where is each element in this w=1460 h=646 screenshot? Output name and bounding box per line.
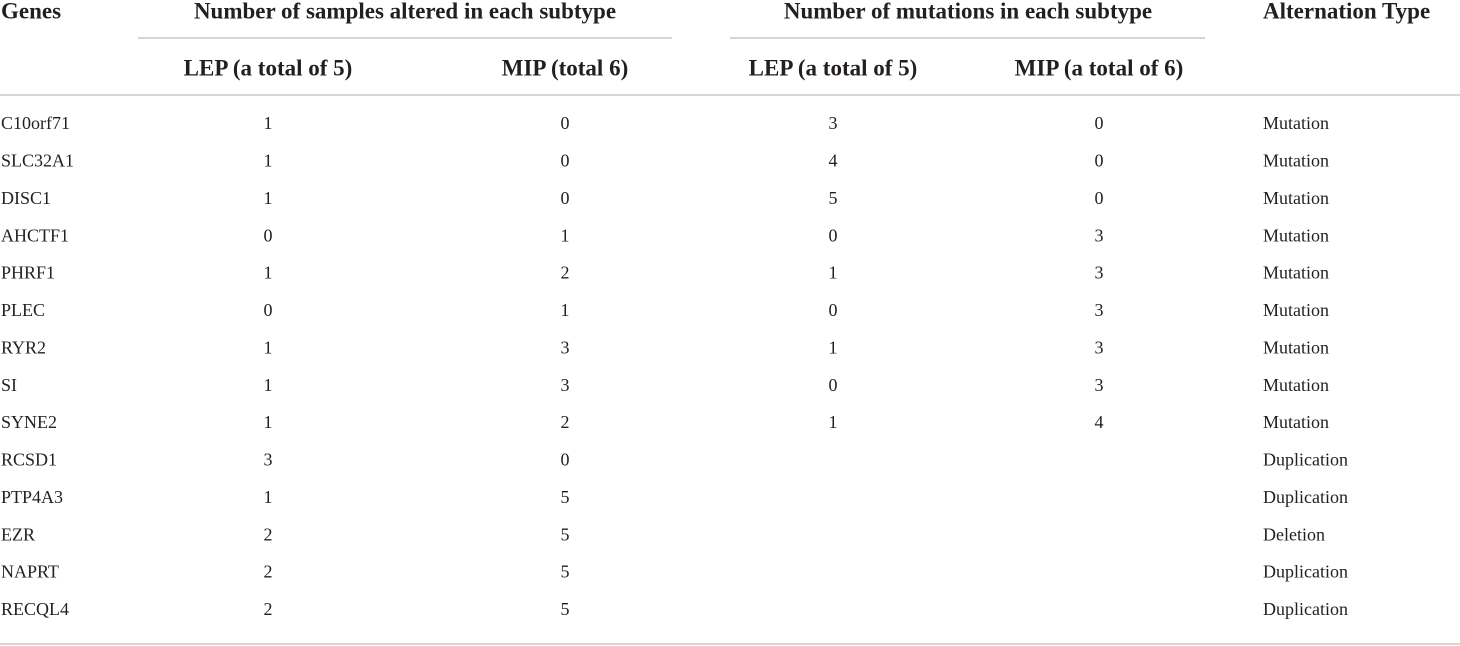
gene-name: SLC32A1 xyxy=(1,151,74,171)
count-cell: 4 xyxy=(829,151,838,171)
count-cell: 3 xyxy=(1095,225,1104,245)
count-cell: 0 xyxy=(1095,188,1104,208)
alteration-type: Deletion xyxy=(1263,524,1325,544)
count-cell: 1 xyxy=(264,113,273,133)
column-header: LEP (a total of 5) xyxy=(749,55,918,80)
alteration-type: Duplication xyxy=(1263,450,1348,470)
count-cell: 1 xyxy=(264,375,273,395)
count-cell: 3 xyxy=(829,113,838,133)
alteration-type: Mutation xyxy=(1263,300,1329,320)
alteration-type: Mutation xyxy=(1263,412,1329,432)
header-type: Alternation Type xyxy=(1263,0,1430,23)
count-cell: 1 xyxy=(264,337,273,357)
gene-name: SYNE2 xyxy=(1,412,57,432)
count-cell: 1 xyxy=(264,151,273,171)
count-cell: 5 xyxy=(561,487,570,507)
count-cell: 0 xyxy=(1095,151,1104,171)
count-cell: 0 xyxy=(829,225,838,245)
gene-name: RCSD1 xyxy=(1,450,57,470)
gene-name: PTP4A3 xyxy=(1,487,63,507)
header-group: Number of samples altered in each subtyp… xyxy=(194,0,616,23)
count-cell: 0 xyxy=(561,450,570,470)
count-cell: 0 xyxy=(829,300,838,320)
count-cell: 0 xyxy=(264,225,273,245)
gene-name: RYR2 xyxy=(1,337,46,357)
count-cell: 3 xyxy=(561,375,570,395)
count-cell: 2 xyxy=(264,599,273,619)
alteration-type: Duplication xyxy=(1263,562,1348,582)
column-header: MIP (total 6) xyxy=(502,55,628,80)
alteration-type: Mutation xyxy=(1263,263,1329,283)
count-cell: 2 xyxy=(264,562,273,582)
count-cell: 0 xyxy=(561,151,570,171)
gene-name: PLEC xyxy=(1,300,45,320)
gene-name: PHRF1 xyxy=(1,263,55,283)
alteration-type: Duplication xyxy=(1263,599,1348,619)
gene-name: RECQL4 xyxy=(1,599,69,619)
count-cell: 3 xyxy=(1095,375,1104,395)
count-cell: 1 xyxy=(561,225,570,245)
count-cell: 5 xyxy=(561,562,570,582)
count-cell: 3 xyxy=(561,337,570,357)
count-cell: 1 xyxy=(264,487,273,507)
count-cell: 1 xyxy=(561,300,570,320)
gene-name: SI xyxy=(1,375,17,395)
header-genes: Genes xyxy=(1,0,61,23)
gene-name: DISC1 xyxy=(1,188,51,208)
count-cell: 1 xyxy=(264,263,273,283)
count-cell: 0 xyxy=(561,188,570,208)
alteration-type: Mutation xyxy=(1263,151,1329,171)
alteration-type: Duplication xyxy=(1263,487,1348,507)
count-cell: 0 xyxy=(264,300,273,320)
count-cell: 0 xyxy=(1095,113,1104,133)
count-cell: 3 xyxy=(264,450,273,470)
gene-name: AHCTF1 xyxy=(1,225,69,245)
count-cell: 4 xyxy=(1095,412,1104,432)
count-cell: 3 xyxy=(1095,263,1104,283)
count-cell: 1 xyxy=(264,412,273,432)
alteration-type: Mutation xyxy=(1263,188,1329,208)
count-cell: 0 xyxy=(829,375,838,395)
count-cell: 1 xyxy=(829,263,838,283)
count-cell: 3 xyxy=(1095,300,1104,320)
alteration-type: Mutation xyxy=(1263,375,1329,395)
column-header: MIP (a total of 6) xyxy=(1015,55,1184,80)
count-cell: 3 xyxy=(1095,337,1104,357)
column-header: LEP (a total of 5) xyxy=(184,55,353,80)
count-cell: 2 xyxy=(264,524,273,544)
gene-name: EZR xyxy=(1,524,35,544)
count-cell: 1 xyxy=(829,412,838,432)
count-cell: 5 xyxy=(829,188,838,208)
count-cell: 5 xyxy=(561,524,570,544)
gene-name: NAPRT xyxy=(1,562,59,582)
alteration-type: Mutation xyxy=(1263,225,1329,245)
header-group: Number of mutations in each subtype xyxy=(784,0,1152,23)
count-cell: 2 xyxy=(561,412,570,432)
alteration-type: Mutation xyxy=(1263,113,1329,133)
count-cell: 2 xyxy=(561,263,570,283)
count-cell: 1 xyxy=(829,337,838,357)
count-cell: 5 xyxy=(561,599,570,619)
gene-name: C10orf71 xyxy=(1,113,70,133)
count-cell: 1 xyxy=(264,188,273,208)
count-cell: 0 xyxy=(561,113,570,133)
alteration-type: Mutation xyxy=(1263,337,1329,357)
